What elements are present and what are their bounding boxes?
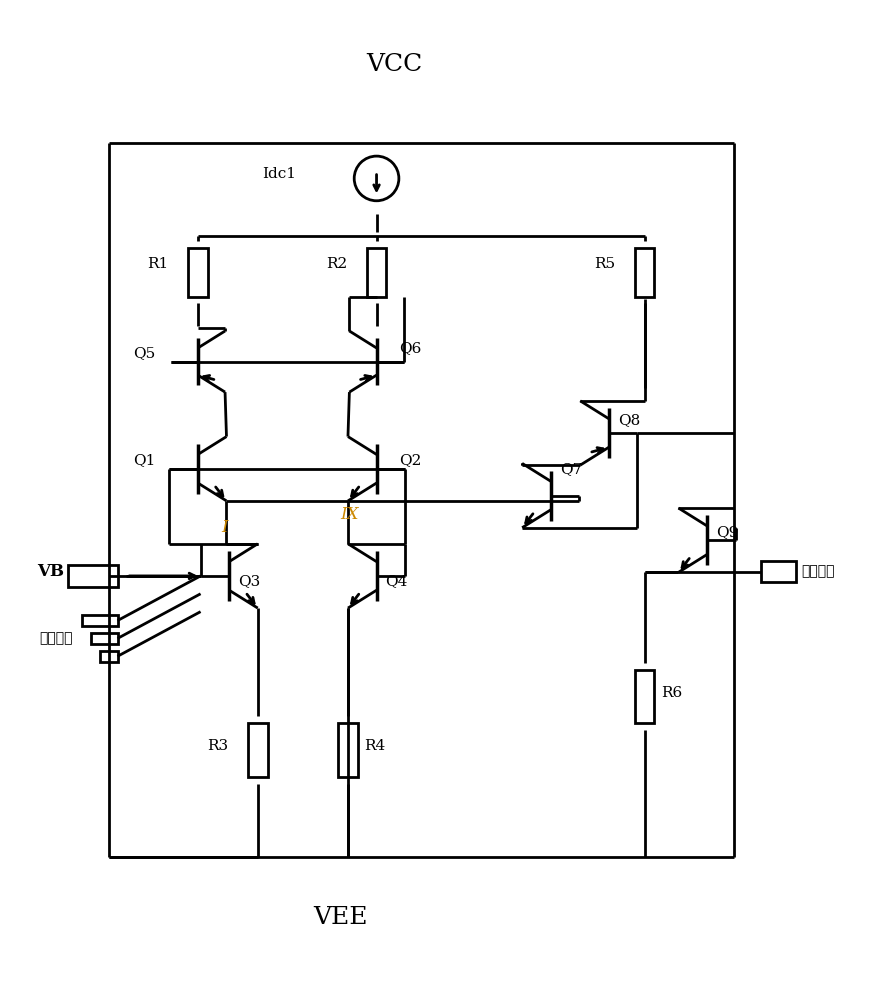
Text: R1: R1 [147, 257, 168, 271]
Text: Q5: Q5 [134, 346, 155, 360]
Bar [248, 723, 268, 777]
Bar [634, 248, 654, 297]
Text: R4: R4 [364, 739, 385, 753]
Text: 信号输入: 信号输入 [39, 631, 73, 645]
Text: Q2: Q2 [399, 453, 421, 467]
Text: Q6: Q6 [399, 342, 421, 356]
Text: Q8: Q8 [617, 413, 640, 427]
Bar [82, 615, 117, 626]
Text: 信号输出: 信号输出 [801, 564, 834, 578]
Bar [188, 248, 208, 297]
Text: Q9: Q9 [716, 525, 738, 539]
Text: R6: R6 [660, 686, 682, 700]
Bar [99, 651, 117, 662]
Text: Q7: Q7 [560, 462, 582, 476]
Text: VB: VB [37, 563, 64, 580]
Text: R3: R3 [207, 739, 228, 753]
Text: Q1: Q1 [134, 453, 156, 467]
Text: VEE: VEE [314, 906, 368, 929]
Text: R2: R2 [326, 257, 347, 271]
Text: I: I [221, 519, 228, 536]
Text: Q3: Q3 [238, 574, 261, 588]
Bar [366, 248, 386, 297]
Text: IX: IX [340, 506, 359, 523]
Text: VCC: VCC [366, 53, 423, 76]
Text: Q4: Q4 [385, 574, 408, 588]
Bar [761, 561, 797, 582]
Bar [90, 633, 117, 644]
Bar [634, 670, 654, 723]
Bar [68, 565, 117, 587]
Bar [338, 723, 358, 777]
Text: R5: R5 [594, 257, 615, 271]
Text: Idc1: Idc1 [263, 167, 297, 181]
